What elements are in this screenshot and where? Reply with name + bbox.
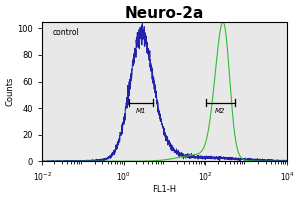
X-axis label: FL1-H: FL1-H <box>152 185 177 194</box>
Text: M1: M1 <box>136 108 146 114</box>
Title: Neuro-2a: Neuro-2a <box>125 6 204 21</box>
Text: control: control <box>52 28 79 37</box>
Text: M2: M2 <box>215 108 226 114</box>
Y-axis label: Counts: Counts <box>6 77 15 106</box>
